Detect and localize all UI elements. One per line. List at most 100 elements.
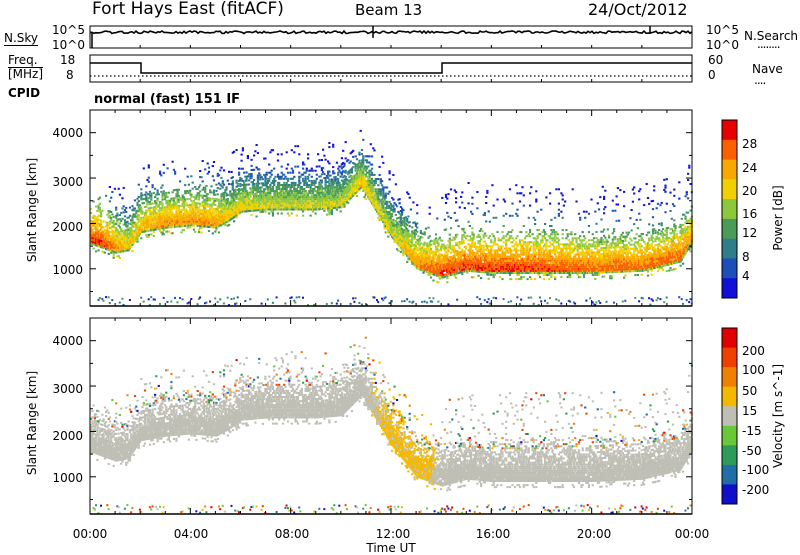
power-cell [118, 188, 120, 190]
power-cell [272, 211, 274, 213]
power-cell [100, 224, 102, 226]
power-cell [189, 208, 191, 210]
power-cell [223, 184, 225, 186]
power-cell [511, 241, 513, 243]
power-cell [99, 197, 101, 199]
power-cell [479, 255, 481, 257]
power-cell [409, 221, 411, 223]
power-cell [98, 299, 100, 301]
power-cell [420, 230, 422, 232]
power-cell [426, 253, 428, 255]
power-cell [478, 259, 480, 261]
power-cell [281, 166, 283, 168]
power-cell [189, 190, 191, 192]
power-cell [205, 185, 207, 187]
power-cell [345, 170, 347, 172]
power-cell [187, 227, 189, 229]
power-cell [281, 213, 283, 215]
power-cell [387, 236, 389, 238]
power-cell [345, 176, 347, 178]
power-cell [100, 213, 102, 215]
power-cell [450, 188, 452, 190]
power-cell [313, 184, 315, 186]
power-cell [214, 200, 216, 202]
power-cell [380, 193, 382, 195]
power-cell [461, 238, 463, 240]
power-cell [178, 209, 180, 211]
power-cell [384, 227, 386, 229]
power-cell [313, 200, 315, 202]
power-cell [335, 180, 337, 182]
power-cell [437, 301, 439, 303]
power-cell [362, 163, 364, 165]
power-cell [441, 246, 443, 248]
power-cell [425, 228, 427, 230]
power-cell [328, 193, 330, 195]
power-cell [441, 197, 443, 199]
power-cell [463, 228, 465, 230]
power-cell [318, 159, 320, 161]
power-cell [302, 174, 304, 176]
power-cell [503, 199, 505, 201]
power-cell [308, 174, 310, 176]
power-cell [193, 229, 195, 231]
power-cell [101, 298, 103, 300]
power-cell [459, 247, 461, 249]
power-cell [163, 172, 165, 174]
power-cell [411, 239, 413, 241]
power-cell [168, 231, 170, 233]
power-cell [200, 231, 202, 233]
power-cell [144, 194, 146, 196]
power-cell [210, 185, 212, 187]
power-cell [247, 194, 249, 196]
power-cell [331, 302, 333, 304]
power-cell [323, 191, 325, 193]
power-cell [468, 266, 470, 268]
power-cell [174, 173, 176, 175]
power-cell [312, 192, 314, 194]
power-cell [496, 272, 498, 274]
power-cell [479, 236, 481, 238]
power-cell [273, 182, 275, 184]
power-cell [204, 191, 206, 193]
power-cell [461, 202, 463, 204]
power-cell [291, 186, 293, 188]
power-cell [430, 277, 432, 279]
power-cell [466, 235, 468, 237]
power-cell [205, 201, 207, 203]
power-cell [336, 186, 338, 188]
power-cell [402, 209, 404, 211]
power-cell [306, 168, 308, 170]
power-cell [510, 235, 512, 237]
power-cell [249, 298, 251, 300]
power-cell [225, 186, 227, 188]
power-cell [228, 183, 230, 185]
power-cell [190, 204, 192, 206]
power-cell [308, 184, 310, 186]
power-cell [326, 214, 328, 216]
power-cell [134, 199, 136, 201]
power-cell [485, 196, 487, 198]
power-cell [293, 300, 295, 302]
power-cell [431, 240, 433, 242]
power-cell [385, 195, 387, 197]
power-cell [152, 203, 154, 205]
power-cell [123, 205, 125, 207]
power-cell [455, 191, 457, 193]
power-cell [114, 188, 116, 190]
power-cell [510, 250, 512, 252]
power-cell [386, 231, 388, 233]
power-cell [371, 178, 373, 180]
power-cell [267, 190, 269, 192]
power-cell [253, 179, 255, 181]
power-cell [154, 210, 156, 212]
power-cell [313, 188, 315, 190]
power-cell [218, 231, 220, 233]
power-cell [401, 224, 403, 226]
power-cell [141, 194, 143, 196]
power-cell [129, 215, 131, 217]
power-cell [213, 179, 215, 181]
power-cell [267, 298, 269, 300]
power-cell [320, 188, 322, 190]
power-cell [466, 253, 468, 255]
